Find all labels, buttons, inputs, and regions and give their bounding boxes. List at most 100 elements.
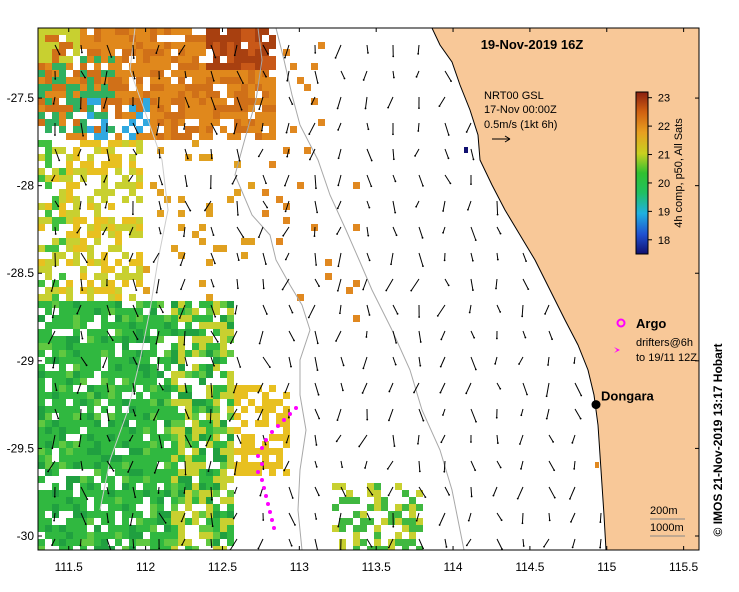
sst-cell [136, 196, 143, 203]
sst-cell [150, 441, 157, 448]
current-vector [417, 44, 420, 54]
sst-cell [206, 28, 213, 35]
current-vector [184, 96, 190, 108]
sst-cell [213, 28, 220, 35]
sst-cell [122, 175, 129, 182]
current-vector [106, 304, 111, 315]
sst-cell [255, 133, 262, 140]
current-vector-head [132, 213, 134, 216]
current-vector-head [415, 205, 418, 208]
drifter-point [288, 412, 292, 416]
current-vector [158, 434, 163, 448]
sst-cell [220, 105, 227, 112]
sst-cell [255, 35, 262, 42]
sst-cell [108, 140, 115, 147]
sst-cell [206, 126, 213, 133]
sst-cell [213, 546, 220, 550]
current-vector [340, 486, 346, 497]
current-vector [418, 174, 424, 187]
sst-cell [136, 308, 143, 315]
sst-cell [45, 35, 52, 42]
current-vector [52, 304, 56, 318]
sst-cell [66, 168, 73, 175]
sst-cell [171, 119, 178, 126]
current-vector-head [449, 182, 452, 185]
sst-cell [73, 77, 80, 84]
sst-cell [150, 70, 157, 77]
current-vector-head [396, 312, 399, 315]
sst-cell [234, 413, 241, 420]
sst-cell [178, 532, 185, 539]
argo-label: Argo [636, 316, 666, 331]
current-vector-head [548, 519, 551, 522]
colorbar-tick-label: 20 [658, 178, 670, 190]
sst-cell [66, 504, 73, 511]
sst-cell [38, 140, 45, 147]
sst-cell [80, 497, 87, 504]
current-vector [366, 122, 369, 130]
sst-cell [115, 105, 122, 112]
sst-cell [157, 301, 164, 308]
current-vector [103, 96, 108, 108]
sst-cell [66, 196, 73, 203]
sst-cell [73, 343, 80, 350]
sst-cell [115, 168, 122, 175]
sst-cell [192, 42, 199, 49]
sst-cell [178, 28, 185, 35]
current-vector [106, 434, 111, 442]
sst-cell [164, 399, 171, 406]
sst-cell [129, 182, 136, 189]
current-vector [106, 512, 109, 523]
current-vector-head [189, 209, 192, 212]
current-vector-head [496, 442, 499, 444]
sst-cell [206, 364, 213, 371]
sst-cell [360, 511, 367, 518]
current-vector-head [266, 52, 269, 55]
current-vector-head [207, 470, 210, 473]
sst-cell [59, 203, 66, 210]
current-vector [77, 148, 82, 156]
sst-cell [192, 399, 199, 406]
current-vector-head [570, 520, 572, 523]
sst-cell [199, 329, 206, 336]
sst-cell [80, 413, 87, 420]
sst-cell [297, 182, 304, 189]
sst-cell [66, 476, 73, 483]
current-vector-head [162, 311, 164, 314]
sst-cell [94, 413, 101, 420]
sst-cell [101, 28, 108, 35]
current-vector-head [187, 106, 190, 108]
sst-cell [94, 511, 101, 518]
current-vector [229, 538, 238, 550]
drifter-point [270, 430, 274, 434]
sst-cell [136, 77, 143, 84]
current-vector [366, 538, 373, 548]
sst-cell [115, 504, 122, 511]
sst-cell [59, 525, 66, 532]
sst-cell [101, 301, 108, 308]
current-vector [210, 96, 216, 110]
sst-cell [171, 546, 178, 550]
sst-cell [122, 462, 129, 469]
current-vector-head [447, 157, 450, 160]
sst-cell [367, 504, 374, 511]
sst-cell [94, 490, 101, 497]
sst-cell [171, 462, 178, 469]
sst-cell [192, 63, 199, 70]
current-vector [470, 460, 476, 471]
sst-cell [332, 483, 339, 490]
sst-cell [227, 329, 234, 336]
sst-cell [185, 385, 192, 392]
sst-cell [129, 364, 136, 371]
sst-cell [94, 301, 101, 308]
sst-cell [206, 77, 213, 84]
sst-cell [248, 462, 255, 469]
current-vector-head [545, 417, 548, 420]
sst-cell [101, 77, 108, 84]
sst-cell [59, 49, 66, 56]
sst-cell [157, 133, 164, 140]
current-vector [496, 382, 501, 389]
sst-cell [52, 238, 59, 245]
current-vector [496, 460, 502, 468]
